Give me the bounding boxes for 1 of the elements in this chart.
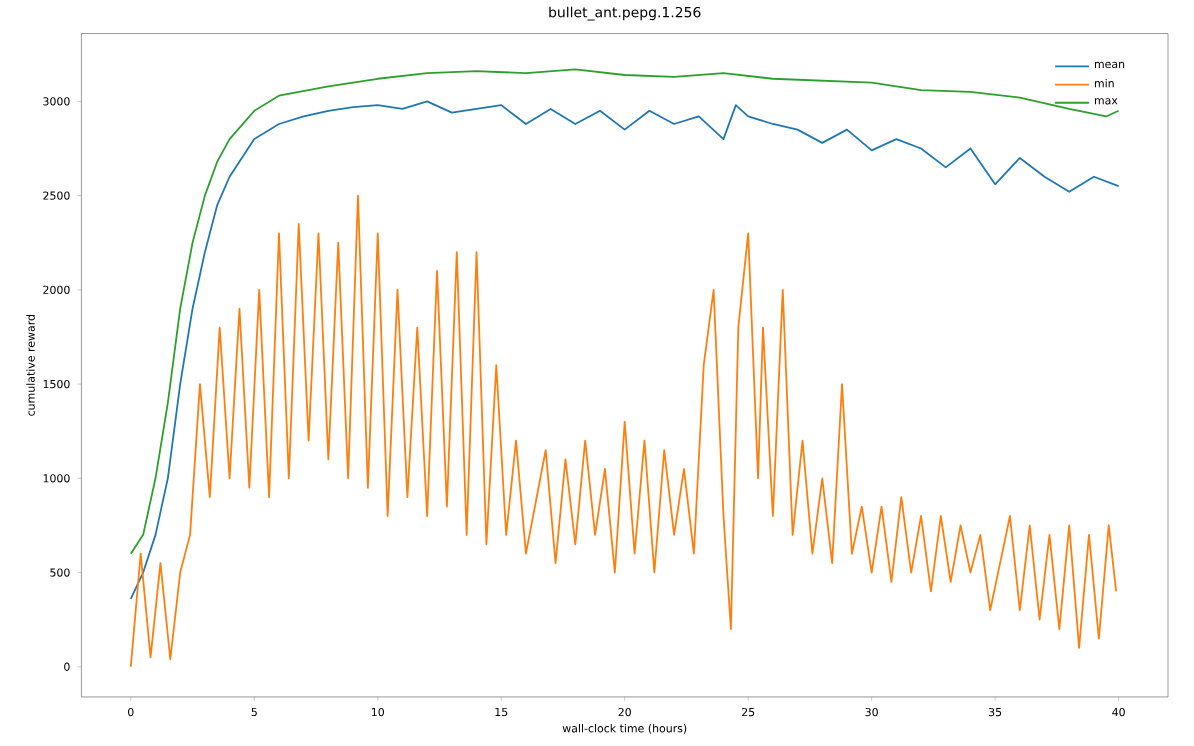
line-series bbox=[129, 194, 1118, 668]
